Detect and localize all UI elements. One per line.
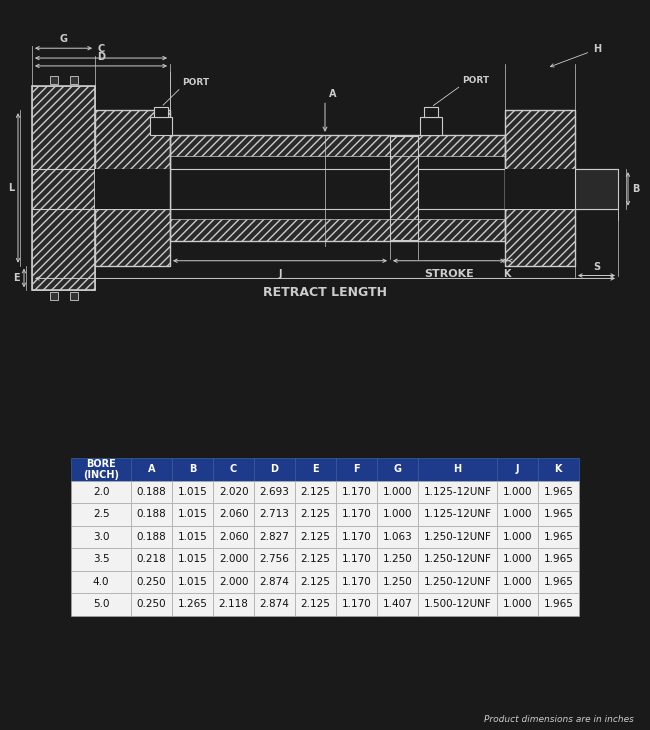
Bar <box>390 156 418 220</box>
Text: H: H <box>551 44 601 67</box>
Bar <box>95 110 170 266</box>
Bar <box>70 292 78 300</box>
Text: E: E <box>14 273 20 283</box>
Text: D: D <box>97 52 105 62</box>
Bar <box>95 110 170 266</box>
Text: C: C <box>98 44 105 54</box>
Bar <box>50 76 58 84</box>
Bar <box>390 136 418 240</box>
Bar <box>170 220 505 241</box>
Text: K: K <box>502 269 510 279</box>
Bar <box>505 169 575 209</box>
Bar <box>70 76 78 84</box>
Text: G: G <box>60 34 68 45</box>
Bar <box>505 110 575 266</box>
Text: RETRACT LENGTH: RETRACT LENGTH <box>263 286 387 299</box>
Text: PORT: PORT <box>182 77 209 87</box>
Bar <box>505 110 575 266</box>
Text: J: J <box>278 269 281 279</box>
Bar <box>32 85 95 291</box>
Text: B: B <box>632 184 640 194</box>
Bar <box>95 169 170 209</box>
Text: STROKE: STROKE <box>424 269 474 279</box>
Text: PORT: PORT <box>462 76 489 85</box>
Bar <box>150 117 172 135</box>
Bar <box>50 292 58 300</box>
Bar <box>32 85 95 291</box>
Bar <box>170 135 505 241</box>
Text: S: S <box>593 261 600 272</box>
Bar <box>575 169 618 209</box>
Bar <box>170 135 505 156</box>
Text: L: L <box>8 183 14 193</box>
Text: Product dimensions are in inches: Product dimensions are in inches <box>484 715 634 723</box>
Bar <box>154 107 168 117</box>
Bar <box>420 117 442 135</box>
Bar <box>424 107 438 117</box>
Text: A: A <box>329 89 337 99</box>
